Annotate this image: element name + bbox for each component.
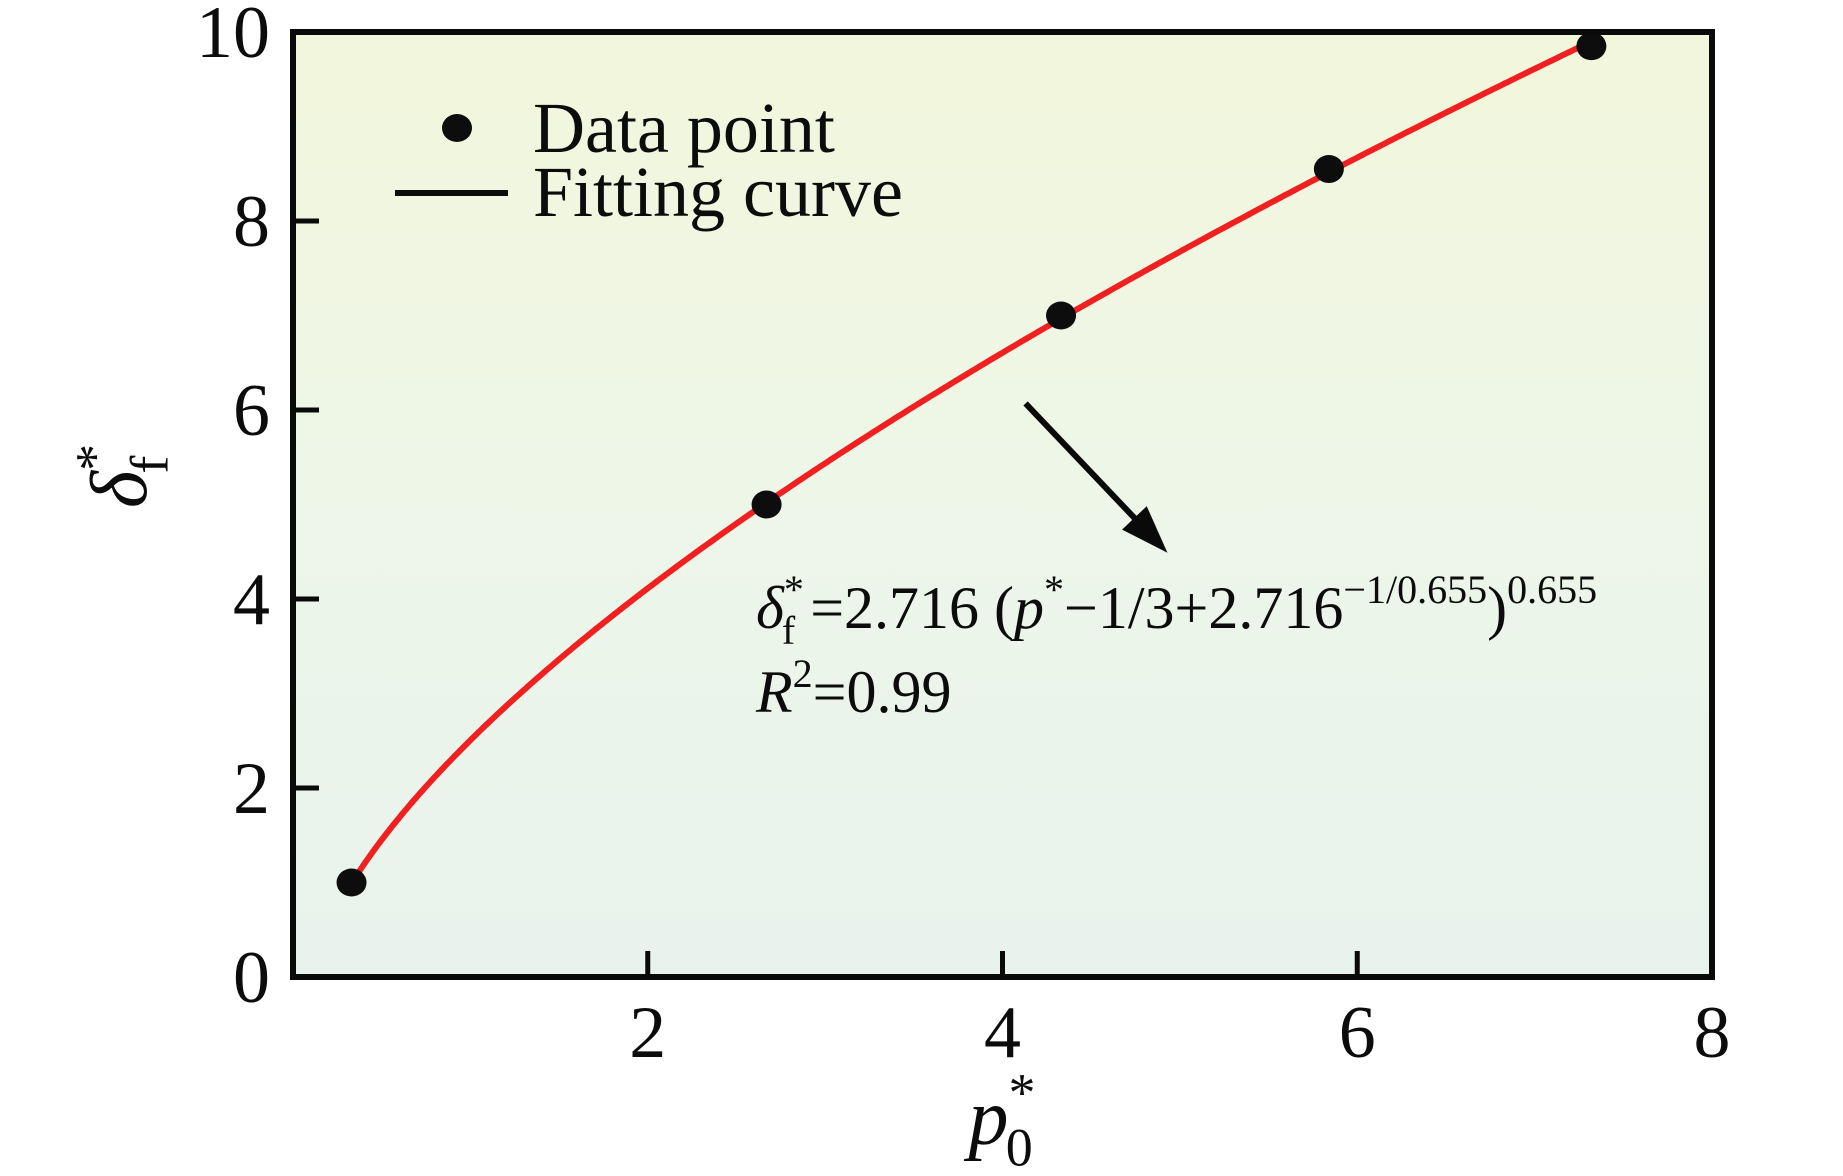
text-segment: * xyxy=(1044,567,1064,612)
x-tick-label: 2 xyxy=(629,992,666,1074)
x-tick-label: 6 xyxy=(1339,992,1376,1074)
data-point xyxy=(336,868,367,897)
annotation-arrow xyxy=(1023,401,1168,553)
y-tick-label: 8 xyxy=(233,181,270,263)
text-segment: * xyxy=(784,567,804,612)
x-tick-label: 4 xyxy=(984,992,1021,1074)
text-segment: −1/0.655 xyxy=(1343,567,1487,612)
text-segment: 0.655 xyxy=(1507,567,1597,612)
y-tick-label: 0 xyxy=(233,937,270,1019)
text-segment: 0 xyxy=(1006,1118,1033,1176)
plot-frame xyxy=(290,29,1715,980)
x-tick-label: 8 xyxy=(1694,992,1731,1074)
text-segment: −1/3+2.716 xyxy=(1064,575,1343,641)
text-segment: ) xyxy=(1487,575,1507,641)
text-segment: * xyxy=(1009,1062,1036,1122)
text-segment: δ xyxy=(756,575,785,641)
y-tick-label: 4 xyxy=(233,559,270,641)
legend-dot-marker xyxy=(442,114,472,142)
arrow-shaft xyxy=(1023,401,1143,526)
y-tick-label: 6 xyxy=(233,370,270,452)
data-point xyxy=(1313,155,1344,184)
fit-equation-text: δ* f =2.716 (p*−1/3+2.716−1/0.655)0.655 xyxy=(756,567,1597,653)
y-axis-label: δ*f xyxy=(64,444,179,508)
legend-label-data-point: Data point xyxy=(533,88,835,168)
data-point-series xyxy=(336,32,1607,897)
text-segment: f xyxy=(782,608,796,653)
text-segment: R xyxy=(755,659,793,725)
text-segment: 2 xyxy=(793,651,813,696)
text-segment: * xyxy=(64,444,124,471)
data-point xyxy=(751,490,782,519)
x-axis-label: p* 0 xyxy=(964,1062,1036,1176)
arrow-head xyxy=(1122,506,1168,553)
y-tick-label: 2 xyxy=(233,748,270,830)
legend-label-fitting-curve: Fitting curve xyxy=(533,152,903,232)
text-segment: p xyxy=(1010,575,1044,641)
text-segment: =0.99 xyxy=(813,659,952,725)
axis-ticks: 2 4 6 8 0 2 4 6 8 10 xyxy=(196,0,1731,1074)
text-segment: δ xyxy=(76,469,164,508)
text-segment: p xyxy=(964,1074,1009,1162)
fitting-curve xyxy=(348,39,1593,887)
fitting-curve-series xyxy=(348,39,1593,887)
y-tick-label: 10 xyxy=(196,0,270,74)
text-segment: =2.716 ( xyxy=(795,575,1014,641)
plot-area xyxy=(293,32,1712,977)
data-point xyxy=(1046,301,1077,330)
legend: Data point Fitting curve xyxy=(395,88,903,232)
data-point xyxy=(1576,32,1607,61)
text-segment: f xyxy=(120,456,180,474)
r-squared-text: R2=0.99 xyxy=(755,651,952,725)
